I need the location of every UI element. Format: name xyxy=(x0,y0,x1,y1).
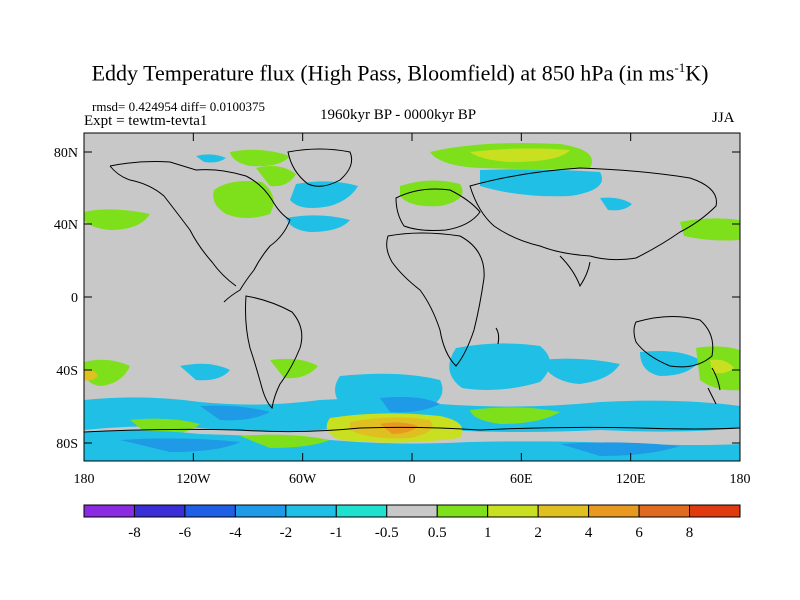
y-tick-label: 0 xyxy=(71,291,78,306)
colorbar-label: -2 xyxy=(280,525,293,541)
x-tick-label: 60E xyxy=(510,472,533,487)
colorbar-label: -4 xyxy=(229,525,242,541)
colorbar-box xyxy=(436,504,489,518)
flux-field xyxy=(84,143,740,461)
experiment-label: Expt = tewtm-tevta1 xyxy=(84,113,208,129)
colorbar-label: -8 xyxy=(128,525,141,541)
colorbar-box xyxy=(588,504,640,518)
colorbar-label: 8 xyxy=(686,525,694,541)
colorbar-box xyxy=(487,504,539,518)
y-axis: 80N 40N 0 40S 80S xyxy=(54,146,740,452)
colorbar-box xyxy=(537,504,590,518)
colorbar-label: 4 xyxy=(585,525,593,541)
colorbar-box xyxy=(638,504,691,518)
colorbar-box xyxy=(386,504,438,518)
colorbar-label: -1 xyxy=(330,525,343,541)
x-tick-label: 180 xyxy=(74,472,95,487)
colorbar-box xyxy=(133,504,186,518)
colorbar-box xyxy=(335,504,388,518)
y-tick-label: 80N xyxy=(54,146,78,161)
y-tick-label: 80S xyxy=(56,437,78,452)
x-axis: 180 120W 60W 0 60E 120E 180 xyxy=(74,133,751,487)
colorbar-label: 0.5 xyxy=(428,525,447,541)
coastlines xyxy=(84,148,740,433)
x-tick-label: 60W xyxy=(289,472,317,487)
plot-title: Eddy Temperature flux (High Pass, Bloomf… xyxy=(91,60,709,86)
x-tick-label: 0 xyxy=(409,472,416,487)
colorbar-label: -6 xyxy=(179,525,192,541)
colorbar-label: 1 xyxy=(484,525,492,541)
colorbar-box xyxy=(234,504,287,518)
colorbar-label: 6 xyxy=(635,525,643,541)
y-tick-label: 40N xyxy=(54,218,78,233)
colorbar-box xyxy=(285,504,337,518)
x-tick-label: 120W xyxy=(176,472,211,487)
colorbar-box xyxy=(83,504,135,518)
x-tick-label: 120E xyxy=(616,472,646,487)
colorbar-box xyxy=(184,504,236,518)
y-tick-label: 40S xyxy=(56,364,78,379)
season-label: JJA xyxy=(712,110,735,126)
x-tick-label: 180 xyxy=(730,472,751,487)
period-label: 1960kyr BP - 0000kyr BP xyxy=(320,107,477,123)
colorbar-box xyxy=(689,504,741,518)
colorbar: -8 -6 -4 -2 -1 -0.5 0.5 1 2 4 6 8 xyxy=(83,504,741,541)
colorbar-label: 2 xyxy=(534,525,542,541)
colorbar-label: -0.5 xyxy=(375,525,399,541)
stats-label: rmsd= 0.424954 diff= 0.0100375 xyxy=(92,99,265,114)
